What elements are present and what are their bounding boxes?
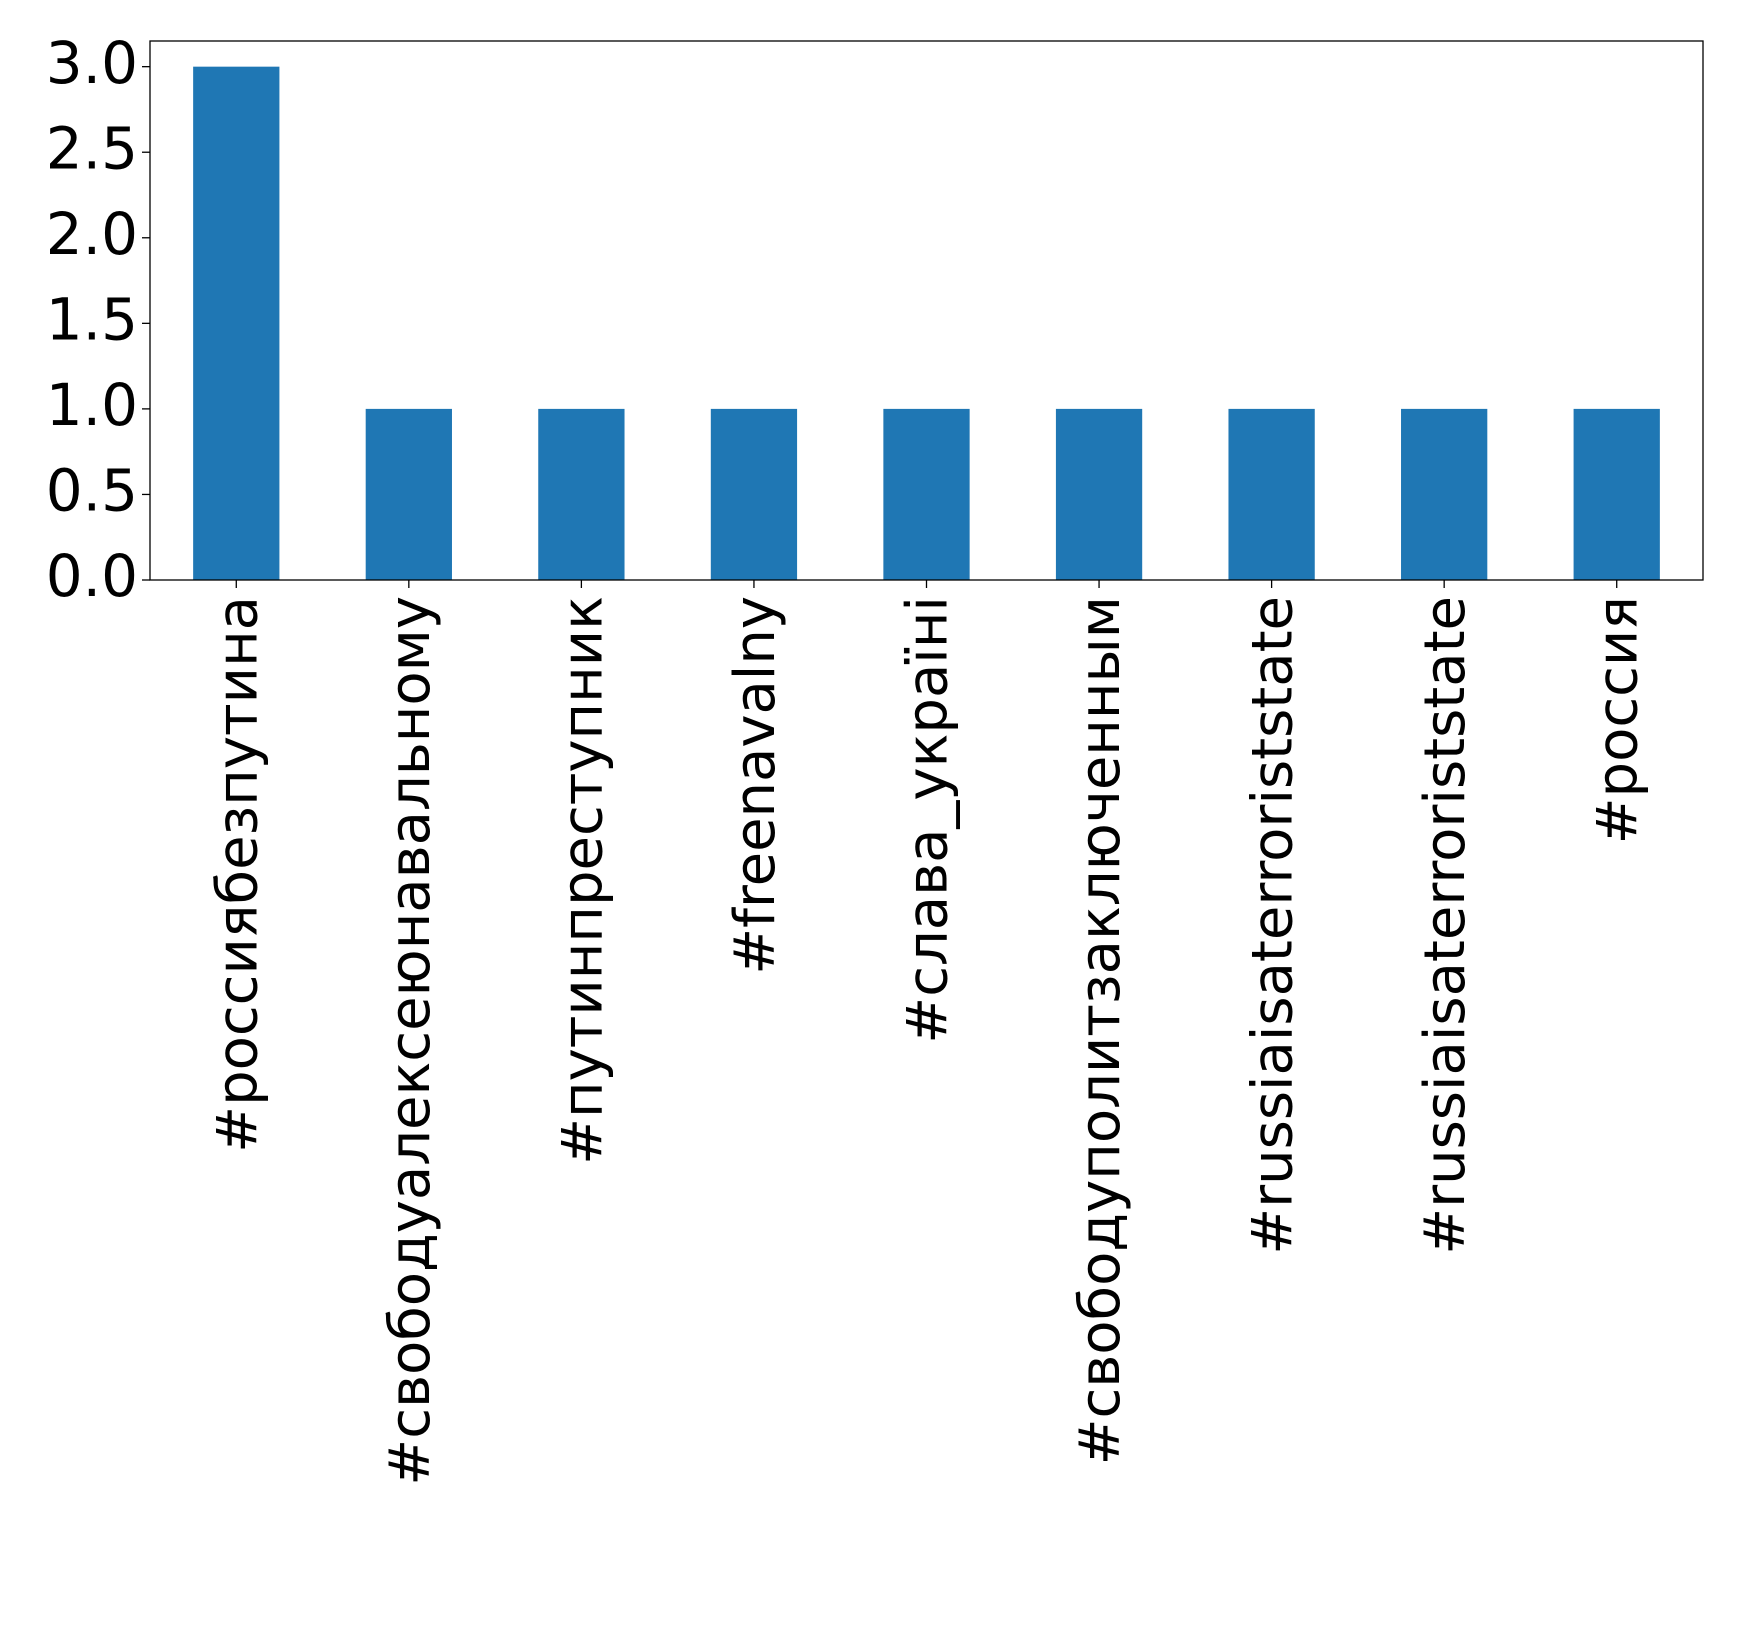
- plot-frame: [149, 40, 1704, 581]
- y-axis: 0.0 0.5 1.0 1.5 2.0 2.5 3.0: [46, 29, 150, 610]
- bar-3: [710, 408, 798, 580]
- y-tick-label: 1.0: [46, 371, 138, 439]
- y-tick-label: 1.5: [46, 285, 138, 353]
- bars-layer: [193, 66, 1660, 580]
- x-tick-label: #слава_україні: [896, 596, 961, 1044]
- x-axis: #россиябезпутина #свободуалексеюнавальном…: [205, 580, 1651, 1486]
- bar-7: [1401, 408, 1488, 580]
- y-tick-label: 0.0: [46, 542, 138, 610]
- bar-8: [1573, 408, 1660, 580]
- x-tick-label: #свободуалексеюнавальному: [378, 596, 443, 1486]
- y-tick-label: 3.0: [46, 29, 138, 97]
- bar-5: [1055, 408, 1143, 580]
- bar-2: [538, 408, 625, 580]
- y-tick-label: 2.0: [46, 200, 138, 268]
- bar-6: [1228, 408, 1315, 580]
- x-tick-label: #russiaisaterroriststate: [1413, 596, 1478, 1255]
- x-tick-label: #russiaisaterroriststate: [1241, 596, 1306, 1255]
- x-tick-label: #свободуполитзаключенным: [1068, 596, 1133, 1465]
- bar-0: [193, 66, 280, 580]
- x-tick-label: #россия: [1586, 596, 1651, 844]
- y-tick-label: 2.5: [46, 114, 138, 182]
- bar-4: [883, 408, 970, 580]
- x-tick-label: #freenavalny: [723, 596, 788, 975]
- bar-1: [365, 408, 452, 580]
- y-tick-label: 0.5: [46, 457, 138, 525]
- x-tick-label: #путинпреступник: [550, 596, 615, 1165]
- x-tick-label: #россиябезпутина: [205, 596, 270, 1153]
